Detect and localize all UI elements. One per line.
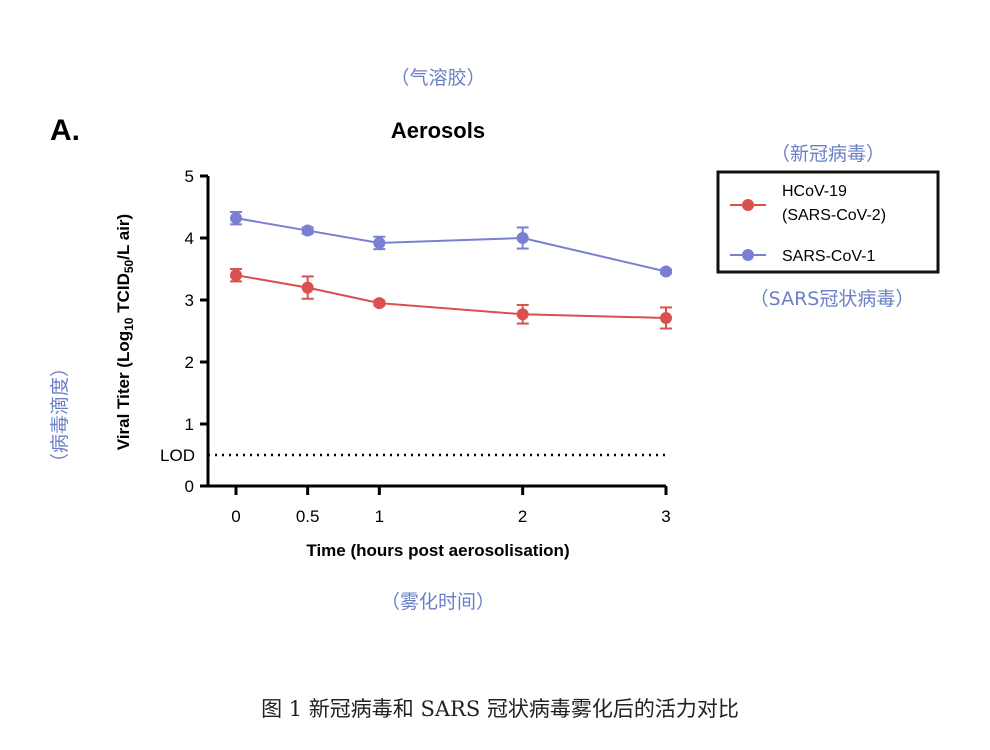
legend-entry-2: SARS-CoV-1: [730, 248, 875, 265]
y-tick-label: 3: [185, 291, 194, 310]
y-axis-annotation: （病毒滴度）: [49, 358, 71, 472]
y-axis-label-sub-2: 50: [122, 259, 136, 273]
data-point: [301, 224, 314, 237]
x-axis-annotation: （雾化时间）: [381, 591, 495, 613]
y-tick-label: 0: [185, 477, 194, 496]
panel-label: A.: [50, 114, 80, 147]
data-point: [373, 236, 386, 249]
data-point: [301, 281, 314, 294]
y-axis-label-part-1: Viral Titer (Log: [114, 331, 133, 450]
axes: 0 1 2 3 4 5 0 0.5 1 2 3: [185, 167, 671, 526]
y-tick-label: 5: [185, 167, 194, 186]
x-axis-label: Time (hours post aerosolisation): [306, 541, 569, 560]
series-1: [230, 268, 672, 330]
x-tick-label: 2: [518, 507, 527, 526]
y-axis-label-sub-1: 10: [122, 317, 136, 331]
x-tick-label: 0.5: [296, 507, 320, 526]
data-point: [230, 269, 242, 282]
x-tick-label: 1: [375, 507, 384, 526]
legend-label: HCoV-19: [782, 183, 847, 200]
legend-annotation-top: （新冠病毒）: [771, 143, 885, 165]
x-tick-label: 0: [231, 507, 240, 526]
y-axis-label-part-2: TCID: [114, 273, 133, 317]
lod-label: LOD: [160, 446, 195, 465]
lod-group: LOD: [160, 446, 666, 465]
series-line: [235, 274, 667, 319]
chart-title: Aerosols: [391, 118, 485, 143]
legend-label: SARS-CoV-1: [782, 248, 875, 265]
y-tick-label: 2: [185, 353, 194, 372]
series-group: [230, 210, 672, 330]
data-point: [516, 308, 529, 321]
data-point: [230, 212, 242, 225]
legend-swatch-marker: [742, 199, 754, 211]
legend-entry-1: HCoV-19 (SARS-CoV-2): [730, 183, 886, 224]
data-point: [660, 265, 672, 278]
title-annotation: （气溶胶）: [390, 67, 485, 89]
series-line: [235, 217, 667, 273]
legend-swatch-marker: [742, 249, 754, 261]
y-axis-label: Viral Titer (Log10 TCID50/L air): [114, 214, 136, 450]
data-point: [373, 297, 386, 310]
data-point: [660, 311, 672, 324]
y-axis-label-part-3: /L air): [114, 214, 133, 260]
y-tick-label: 1: [185, 415, 194, 434]
legend-label: (SARS-CoV-2): [782, 207, 886, 224]
data-point: [516, 232, 529, 244]
figure-caption: 图 1 新冠病毒和 SARS 冠状病毒雾化后的活力对比: [261, 697, 739, 721]
y-tick-label: 4: [185, 229, 194, 248]
legend-annotation-bottom: （SARS冠状病毒）: [750, 288, 915, 310]
series-2: [230, 210, 672, 278]
x-tick-label: 3: [661, 507, 670, 526]
legend: HCoV-19 (SARS-CoV-2) SARS-CoV-1: [716, 170, 940, 274]
